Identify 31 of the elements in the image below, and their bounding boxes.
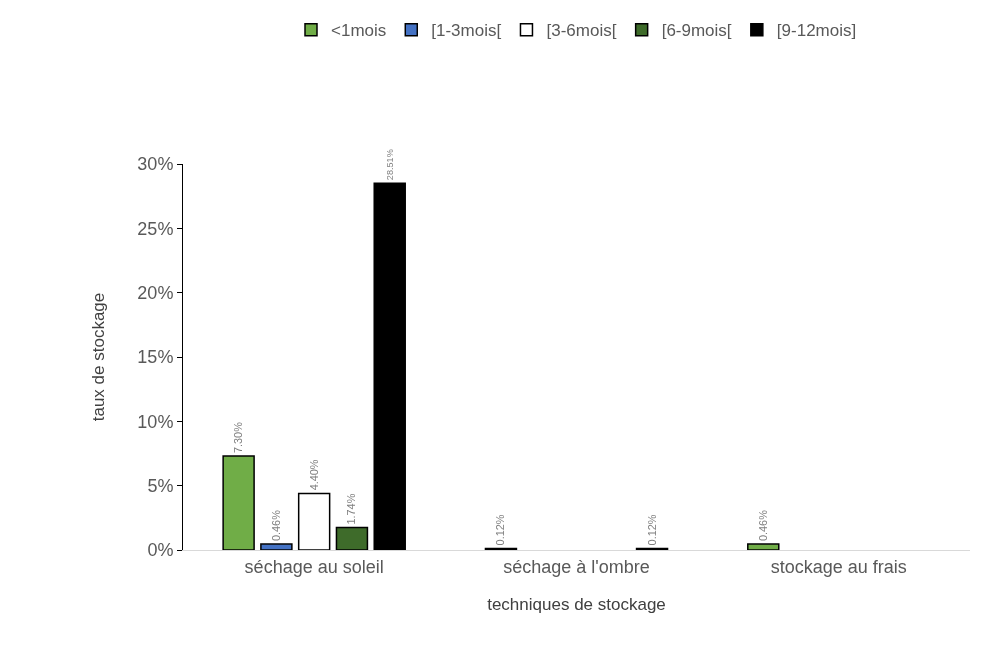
bar (747, 543, 780, 550)
bar (373, 182, 406, 550)
legend-label: [1-3mois[ (431, 21, 502, 41)
x-tick-label: stockage au frais (770, 556, 907, 577)
bar (335, 526, 369, 550)
y-tick-label: 25% (137, 218, 174, 239)
legend-label: [6-9mois[ (661, 21, 732, 41)
data-label: 0.46% (269, 509, 282, 542)
y-axis-title: taux de stockage (88, 292, 108, 422)
legend-label: [9-12mois] (776, 21, 857, 41)
data-label: 0.12% (645, 514, 658, 546)
y-tick-label: 10% (137, 411, 174, 432)
data-label: 1.74% (345, 493, 358, 525)
y-tick-label: 15% (137, 347, 174, 368)
data-label: 4.40% (307, 459, 320, 491)
y-tick-label: 0% (147, 540, 174, 561)
y-tick-label: 20% (137, 282, 174, 303)
y-tick-label: 5% (147, 475, 174, 496)
x-tick-label: séchage au soleil (244, 556, 384, 577)
x-axis-title: techniques de stockage (487, 595, 666, 614)
data-label: 0.12% (494, 514, 507, 546)
y-tick-label: 30% (137, 154, 174, 175)
x-tick-label: séchage à l'ombre (503, 556, 650, 577)
data-label: 0.46% (756, 509, 769, 542)
bar (297, 492, 331, 550)
data-label: 7.30% (232, 421, 245, 454)
legend-label: [3-6mois[ (546, 21, 617, 41)
bar (260, 543, 293, 550)
bar (222, 455, 255, 550)
data-label: 28.51% (384, 149, 395, 181)
legend-label: <1mois (331, 21, 387, 41)
